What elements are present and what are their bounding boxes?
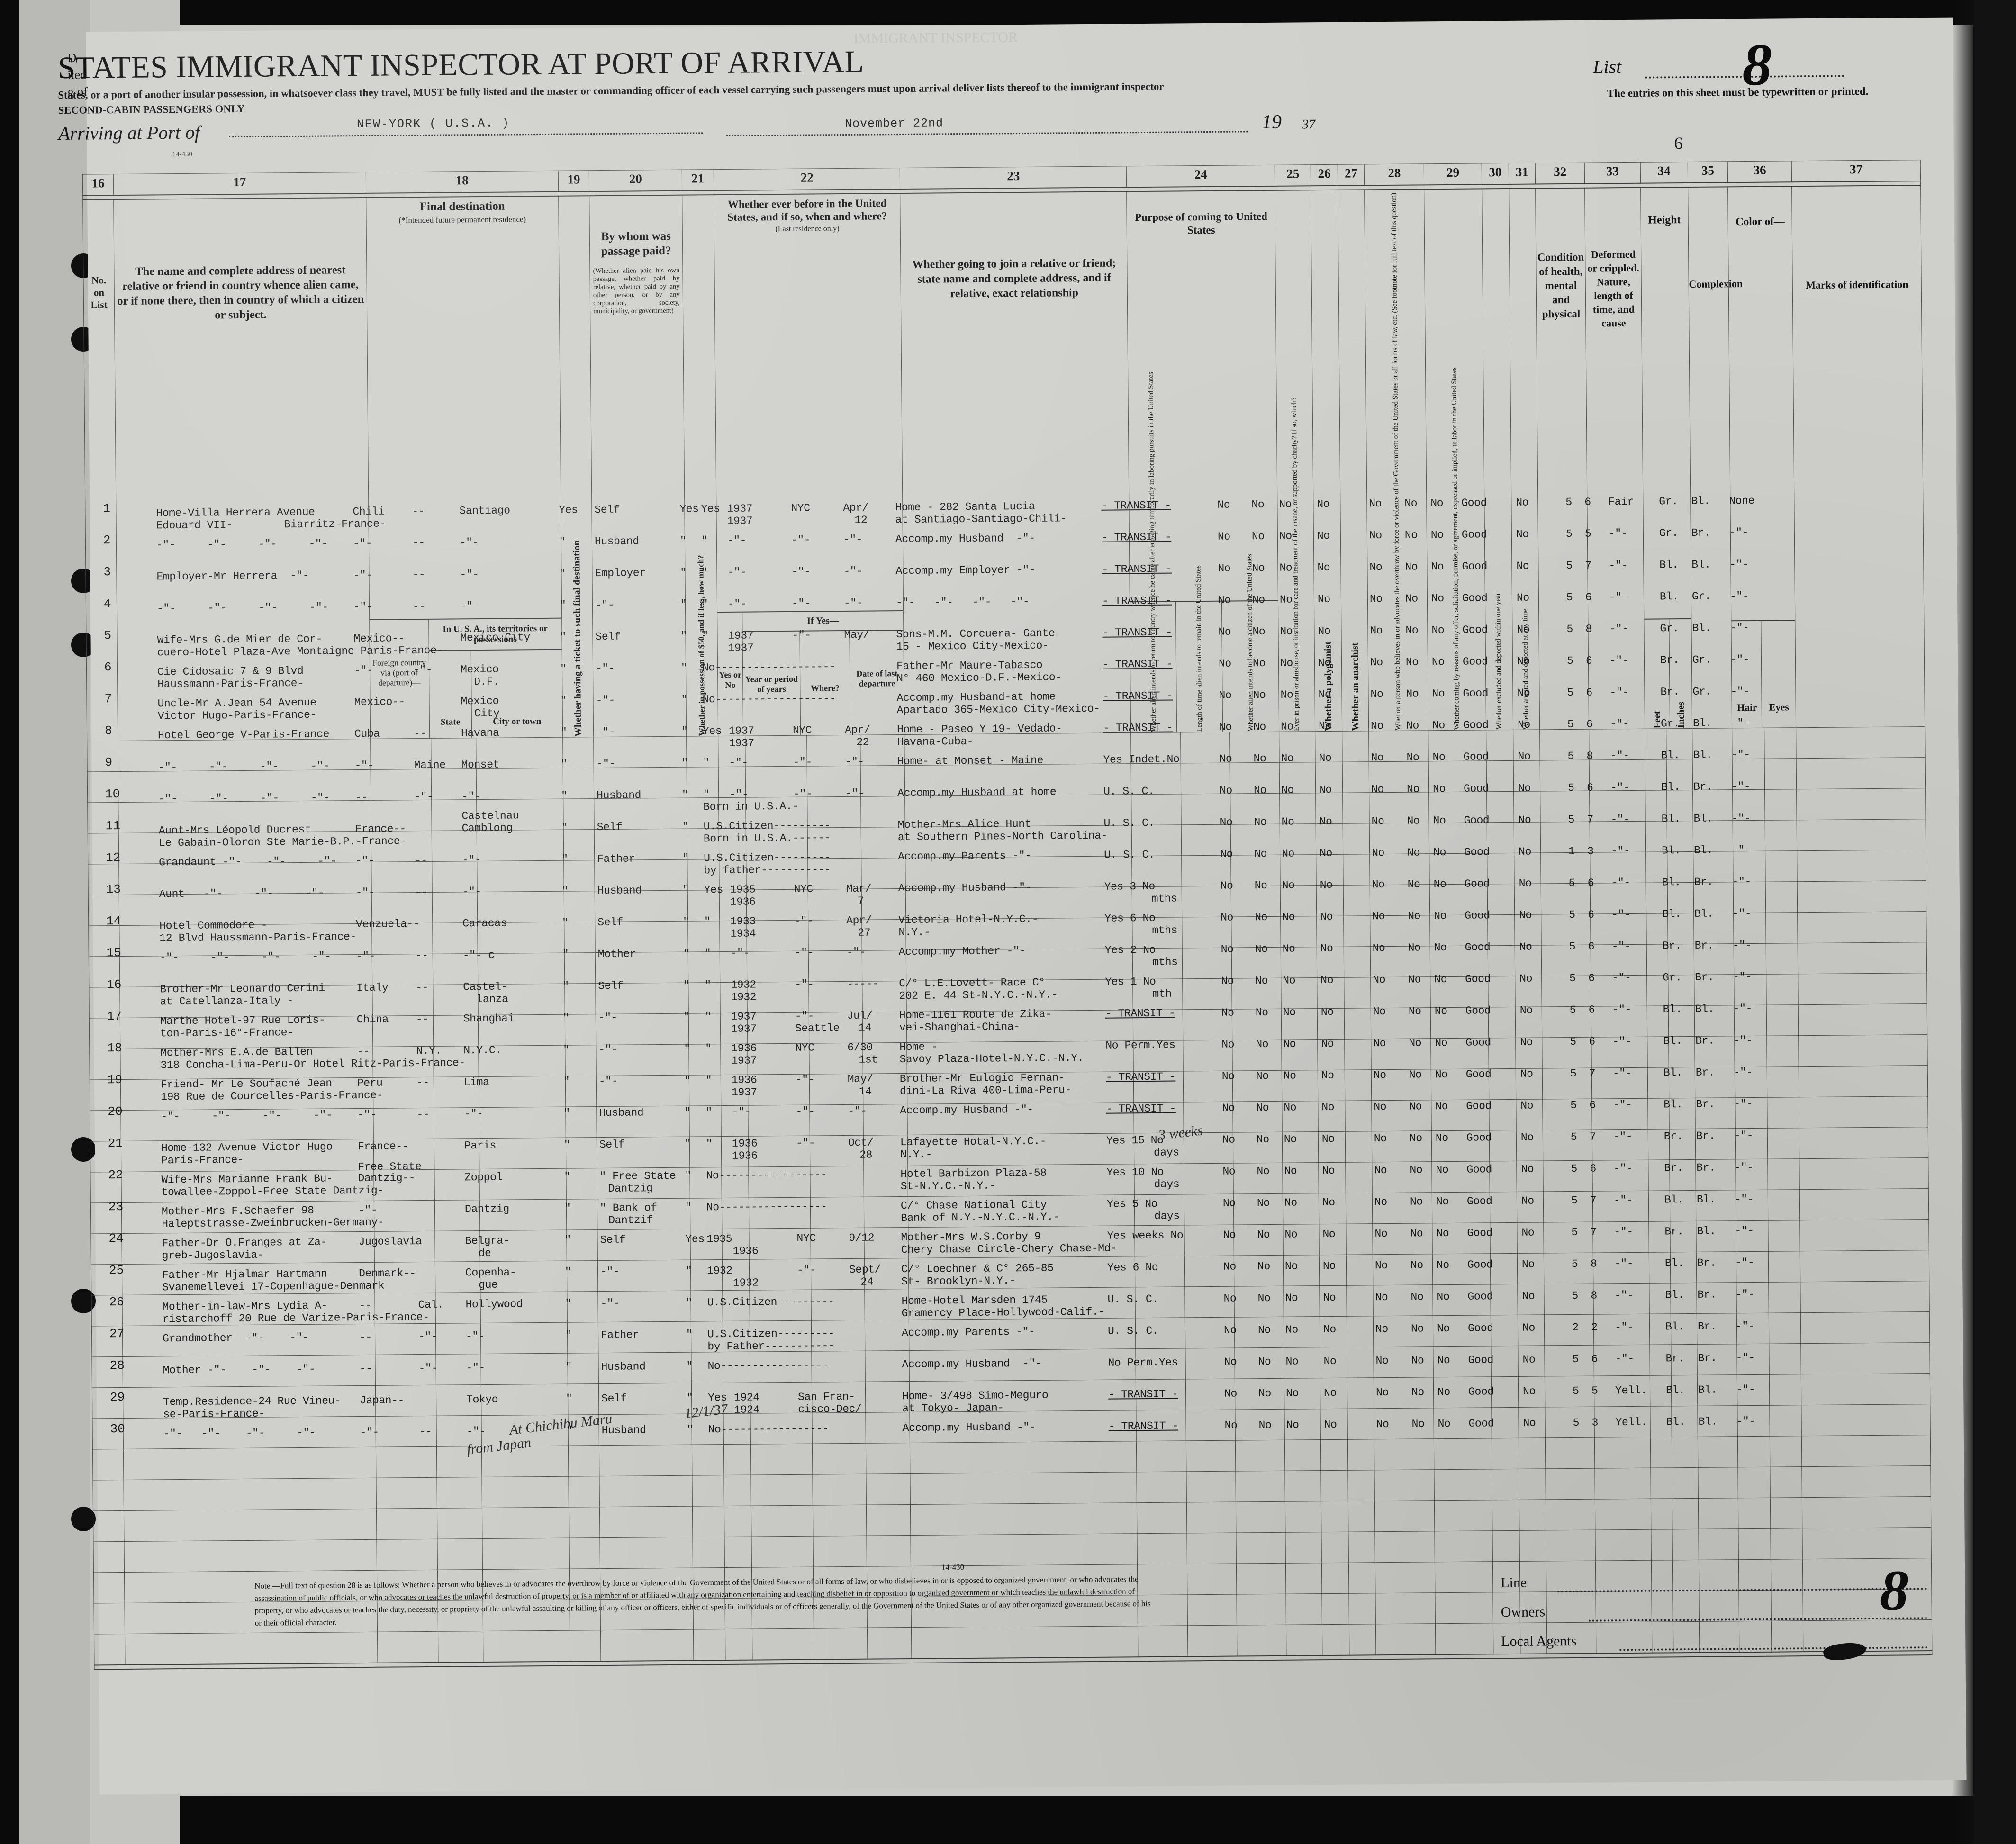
header-length-of-stay: Length of time alien intends to remain i… <box>1175 565 1223 732</box>
colnum-29: 29 <box>1424 163 1482 185</box>
header-yes-or-no: Yes or No <box>719 669 742 690</box>
header-city-or-town: City or town <box>470 650 563 738</box>
punch-hole <box>71 1137 96 1162</box>
header-passage-paid: By whom was passage paid? (Whether alien… <box>589 195 687 737</box>
arrival-date-value: November 22nd <box>844 116 944 131</box>
header-deformed-crippled: Deformed or crippled. Nature, length of … <box>1585 187 1645 729</box>
colnum-23: 23 <box>900 166 1127 190</box>
header-year-period: Year or period of years <box>745 674 798 694</box>
owners-blank[interactable] <box>1588 1617 1927 1622</box>
colnum-34: 34 <box>1640 162 1688 183</box>
date-dotted-line <box>726 131 1248 136</box>
colnum-25: 25 <box>1275 164 1311 186</box>
header-height-feet: Feet <box>1652 711 1663 729</box>
header-final-destination: Final destination (*Intended future perm… <box>366 196 563 739</box>
corner-list-number: 8 <box>1879 1558 1909 1623</box>
header-height-inches: Inches <box>1669 619 1692 728</box>
header-intends-citizen: Whether alien intends to become a citize… <box>1221 554 1279 732</box>
header-height: Height Feet Inches <box>1640 187 1692 729</box>
colnum-19: 19 <box>558 170 589 192</box>
header-hair: Hair <box>1737 701 1757 713</box>
header-foreign-country: Foreign country via (port of departure)— <box>372 657 426 687</box>
owners-field-row: Owners <box>1501 1601 1927 1634</box>
arriving-at-port-label: Arriving at Port of <box>58 121 200 144</box>
manifest-grid: 16 17 18 19 20 21 22 23 24 25 26 27 28 2… <box>82 160 1933 1670</box>
colnum-20: 20 <box>589 170 682 192</box>
manifest-table: 16 17 18 19 20 21 22 23 24 25 26 27 28 2… <box>82 160 1933 1670</box>
year-prefix: 19 <box>1261 111 1282 134</box>
header-label-row: No. on List The name and complete address … <box>82 185 1925 741</box>
header-prison-almshouse: Ever in prison or almshouse, or institut… <box>1275 190 1316 732</box>
line-blank[interactable] <box>1557 1588 1927 1593</box>
header-anarchist: Whether an anarchist <box>1338 190 1369 731</box>
colnum-26: 26 <box>1311 164 1338 186</box>
colnum-28: 28 <box>1364 163 1425 186</box>
colnum-30: 30 <box>1482 163 1509 185</box>
header-state: State <box>440 716 461 727</box>
colnum-22: 22 <box>714 168 900 191</box>
bleedthrough-ghost-text: IMMIGRANT INSPECTOR <box>853 29 1018 46</box>
header-going-to-join: Whether going to join a relative or frie… <box>900 191 1131 735</box>
colnum-36: 36 <box>1727 161 1792 183</box>
header-complexion: Complexion <box>1688 187 1743 728</box>
header-overthrow-government: Whether a person who believes in or advo… <box>1365 189 1429 731</box>
header-color-of: Color of— Hair Eyes <box>1728 186 1796 728</box>
scan-edge-bottom <box>0 1796 2016 1844</box>
header-possession-50: Whether in possession of $50, and if les… <box>682 195 718 736</box>
colnum-33: 33 <box>1584 162 1641 184</box>
header-if-yes: If Yes— <box>807 615 839 626</box>
owners-label: Owners <box>1501 1604 1546 1620</box>
header-condition-of-health: Condition of health, mental and physical <box>1535 188 1590 730</box>
colnum-27: 27 <box>1338 164 1365 186</box>
header-purpose-of-coming: Purpose of coming to United States Wheth… <box>1127 190 1279 733</box>
colnum-24: 24 <box>1126 165 1275 188</box>
colnum-32: 32 <box>1535 163 1585 184</box>
colnum-21: 21 <box>681 169 714 191</box>
header-labor-agreement: Whether coming by reasons of any offer, … <box>1424 189 1486 731</box>
header-excluded-deported: Whether excluded and deported within one… <box>1482 188 1513 730</box>
page-title: STATES IMMIGRANT INSPECTOR AT PORT OF AR… <box>57 44 864 85</box>
list-note: The entries on this sheet must be typewr… <box>1607 85 1869 99</box>
manifest-sheet: D ited g of STATES IMMIGRANT INSPECTOR A… <box>58 17 1967 1795</box>
port-dotted-line <box>229 132 703 138</box>
subtitle-line-2: SECOND-CABIN PASSENGERS ONLY <box>58 102 245 116</box>
colnum-17: 17 <box>113 172 366 196</box>
header-where: Where? <box>799 631 850 735</box>
list-label: List <box>1592 56 1622 78</box>
form-number-top: 14-430 <box>172 150 193 159</box>
form-number-bottom: 14-430 <box>941 1563 965 1572</box>
colnum-16: 16 <box>82 174 114 196</box>
line-field-row: Line <box>1501 1572 1927 1604</box>
header-polygamist: Whether a polygamist <box>1311 190 1342 732</box>
port-value: NEW-YORK ( U.S.A. ) <box>356 116 510 132</box>
header-having-ticket: Whether having a ticket to such final de… <box>558 196 594 737</box>
header-no-on-list: No. on List <box>82 199 118 741</box>
header-arrested-deported: Whether arrested and deported at any tim… <box>1509 188 1540 730</box>
punch-hole <box>71 1289 96 1313</box>
header-intends-return: Whether alien intends to return to count… <box>1147 372 1158 732</box>
header-in-usa: In U. S. A., its territories or possessi… <box>443 623 548 644</box>
line-label: Line <box>1501 1574 1527 1591</box>
year-suffix: 37 <box>1302 117 1316 132</box>
header-eyes: Eyes <box>1761 620 1796 728</box>
header-date-last-departure: Date of last departure <box>849 630 904 735</box>
colnum-18: 18 <box>365 171 559 193</box>
header-ever-before-us: Whether ever before in the United States… <box>714 193 905 736</box>
punch-hole <box>71 1507 96 1531</box>
scan-edge-right <box>1973 0 2016 1844</box>
page-number: 6 <box>1674 134 1683 153</box>
colnum-35: 35 <box>1687 161 1728 183</box>
colnum-37: 37 <box>1791 160 1921 182</box>
footnote-question-28: Note.—Full text of question 28 is as fol… <box>254 1574 1151 1627</box>
local-agents-blank[interactable] <box>1619 1646 1928 1651</box>
scan-edge-left <box>0 0 19 1844</box>
header-marks-identification: Marks of identification <box>1791 185 1925 728</box>
header-nearest-relative: The name and complete address of nearest… <box>113 197 371 741</box>
colnum-31: 31 <box>1508 163 1536 184</box>
local-agents-label: Local Agents <box>1501 1633 1577 1650</box>
